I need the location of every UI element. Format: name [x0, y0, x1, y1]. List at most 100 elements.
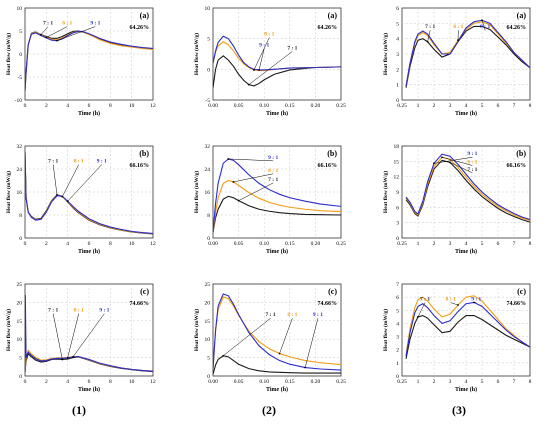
- annotation-arrow: [62, 164, 79, 197]
- x-tick-label: 0: [24, 379, 27, 385]
- series-label: 8 : 1: [268, 168, 278, 174]
- y-tick-label: 3: [396, 221, 399, 227]
- x-tick-label: 0.25: [397, 241, 407, 247]
- annotation-arrow: [427, 30, 431, 42]
- x-axis-label: Time (h): [455, 248, 477, 255]
- y-tick-label: 0: [19, 52, 22, 58]
- annotation-arrowhead: [457, 304, 459, 306]
- annotation-arrowhead: [304, 366, 307, 369]
- x-tick-label: 8: [109, 241, 112, 247]
- annotation-arrowhead: [253, 69, 255, 71]
- annotation-arrow: [481, 20, 486, 31]
- x-tick-label: 4: [465, 241, 468, 247]
- y-tick-label: 2: [396, 67, 399, 73]
- series-line-71: [213, 355, 341, 375]
- y-tick-label: 32: [17, 144, 23, 150]
- x-tick-label: 12: [150, 379, 156, 385]
- series-label: 8 : 1: [446, 297, 456, 303]
- y-tick-label: 15: [394, 159, 400, 165]
- annotation-arrow: [450, 302, 459, 306]
- x-tick-label: 7: [513, 379, 516, 385]
- y-tick-label: 25: [205, 282, 211, 288]
- annotation-arrow: [279, 318, 293, 354]
- y-axis-label: Heat flow (mW/g): [193, 33, 200, 75]
- series-line-91: [25, 151, 153, 234]
- series-line-71: [213, 195, 341, 233]
- y-tick-label: 9: [396, 190, 399, 196]
- y-tick-label: -10: [15, 98, 23, 104]
- plot-frame: [212, 283, 342, 377]
- x-axis-label: Time (h): [266, 386, 288, 393]
- x-tick-label: 0.20: [311, 241, 321, 247]
- y-tick-label: 24: [205, 167, 211, 173]
- x-tick-label: 0.00: [208, 379, 218, 385]
- x-tick-label: 2: [433, 103, 436, 109]
- x-tick-label: 0.15: [285, 379, 295, 385]
- y-tick-label: 4: [396, 321, 399, 327]
- annotation-arrowhead: [61, 195, 64, 198]
- y-tick-label: 20: [205, 300, 211, 306]
- y-tick-label: 32: [205, 144, 211, 150]
- annotation-arrowhead: [426, 40, 429, 43]
- x-tick-label: 0.00: [208, 103, 218, 109]
- series-label: 9 : 1: [99, 308, 109, 314]
- y-tick-label: -5: [17, 75, 22, 81]
- series-label: 7 : 1: [43, 21, 53, 27]
- x-tick-label: 6: [88, 241, 91, 247]
- y-tick-label: 0: [396, 236, 399, 242]
- x-tick-label: 0.10: [259, 103, 269, 109]
- y-tick-label: 6: [396, 295, 399, 301]
- x-tick-label: 4: [465, 379, 468, 385]
- series-line-81: [213, 179, 341, 233]
- x-tick-label: 7: [513, 103, 516, 109]
- y-tick-label: 5: [207, 37, 210, 43]
- x-tick-label: 6: [88, 103, 91, 109]
- series-label: 9 : 1: [268, 155, 278, 161]
- x-tick-label: 12: [150, 241, 156, 247]
- series-label: 9 : 1: [90, 21, 100, 27]
- percent-label: 66.16%: [318, 163, 338, 169]
- annotation-arrow: [228, 158, 274, 162]
- x-tick-label: 0.05: [234, 241, 244, 247]
- series-line-91: [405, 153, 530, 221]
- x-tick-label: 0.25: [336, 103, 346, 109]
- series-line-91: [213, 158, 341, 233]
- y-axis-label: Heat flow (mW/g): [193, 309, 200, 351]
- x-tick-label: 1: [417, 241, 420, 247]
- percent-label: 74.66%: [507, 301, 527, 307]
- annotation-arrowhead: [61, 358, 64, 361]
- x-tick-label: 0.20: [311, 103, 321, 109]
- y-tick-label: 7: [396, 282, 399, 288]
- y-tick-label: 8: [207, 213, 210, 219]
- x-tick-label: 2: [433, 379, 436, 385]
- annotation-arrowhead: [449, 161, 451, 164]
- x-tick-label: 4: [465, 103, 468, 109]
- percent-label: 64.26%: [507, 25, 527, 31]
- series-label: 7 : 1: [48, 308, 58, 314]
- x-tick-label: 0: [24, 103, 27, 109]
- annotation-arrowhead: [433, 162, 435, 165]
- x-tick-label: 1: [417, 379, 420, 385]
- series-label: 9 : 1: [259, 43, 269, 49]
- y-tick-label: 0: [19, 236, 22, 242]
- panel-label: (b): [139, 149, 149, 158]
- x-tick-label: 2: [45, 379, 48, 385]
- annotation-arrow: [248, 51, 293, 85]
- annotation-arrow: [72, 313, 105, 358]
- annotation-arrow: [304, 318, 319, 368]
- y-tick-label: 10: [17, 337, 23, 343]
- y-tick-label: 8: [19, 213, 22, 219]
- x-tick-label: 8: [529, 379, 532, 385]
- annotation-arrow: [258, 48, 265, 71]
- chart-panel-a-2: -5 0 5 10 0.00 0.05 0.10 0.15 0.20 0.25 Time (h) He…: [193, 6, 346, 117]
- x-tick-label: 8: [529, 241, 532, 247]
- percent-label: 66.16%: [507, 163, 527, 169]
- x-tick-label: 4: [66, 103, 69, 109]
- percent-label: 74.66%: [318, 301, 338, 307]
- chart-panel-c-3: 0 1 2 3 4 5 6 7 0.25 1 2 3 4 5 6 7 8 Time (h) Heat flow (m…: [382, 282, 532, 393]
- y-tick-label: 5: [207, 356, 210, 362]
- series-line-91: [213, 35, 341, 71]
- y-tick-label: 10: [205, 337, 211, 343]
